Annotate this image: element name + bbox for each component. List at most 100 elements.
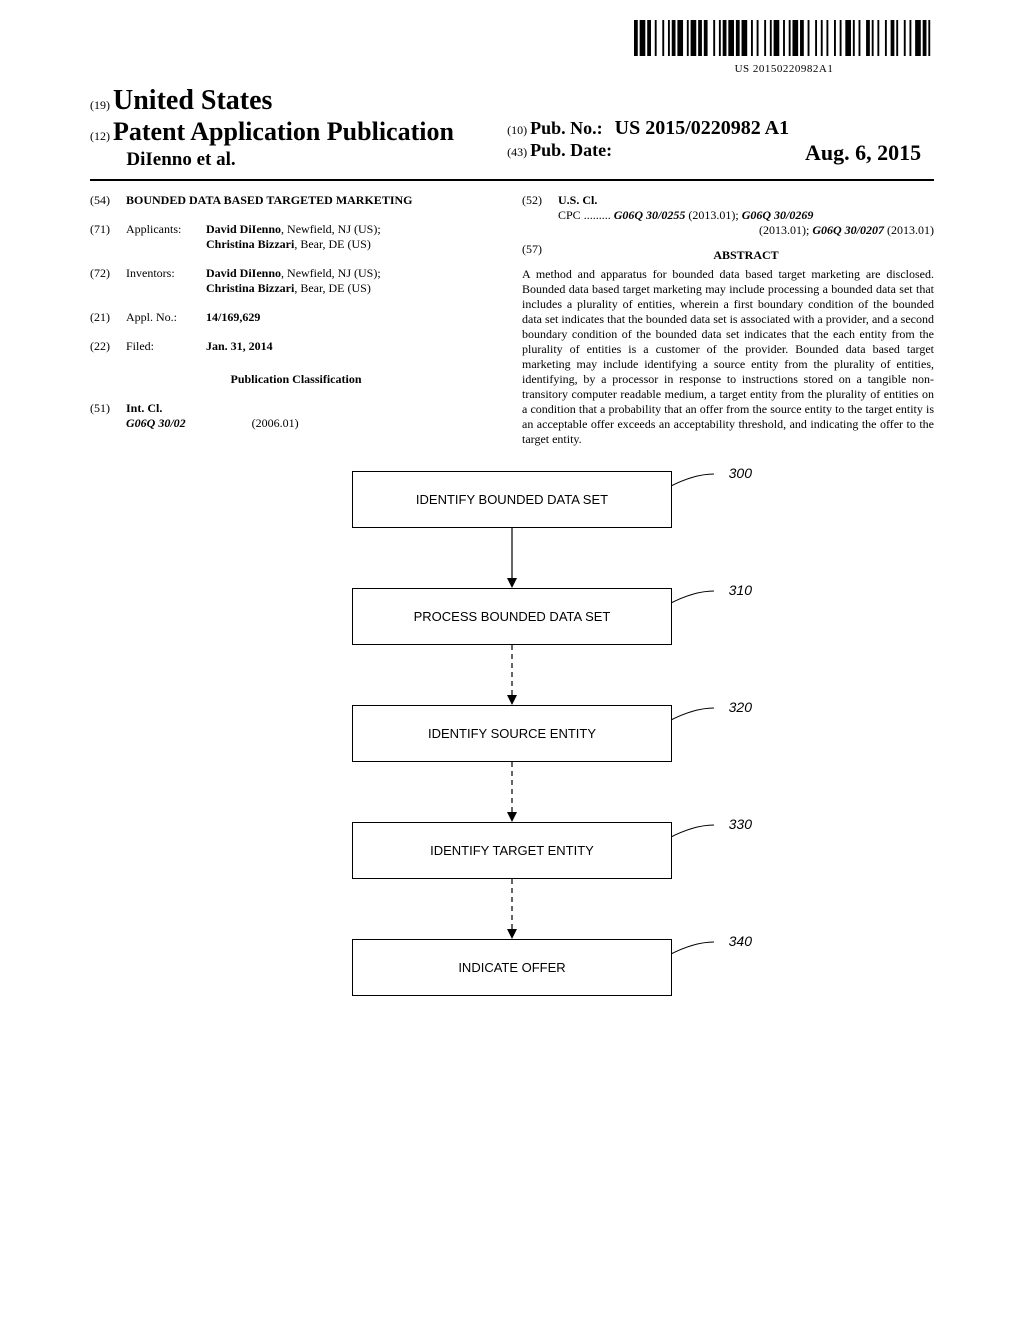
applno-label: Appl. No.: bbox=[126, 310, 206, 325]
left-column: (54) BOUNDED DATA BASED TARGETED MARKETI… bbox=[90, 193, 502, 447]
flow-connector bbox=[282, 528, 742, 588]
flow-ref-leader bbox=[664, 703, 724, 723]
cpc-line-1: CPC ......... G06Q 30/0255 (2013.01); G0… bbox=[558, 208, 934, 223]
pub-date-label: Pub. Date: bbox=[530, 140, 612, 160]
inventor-name-1: Christina Bizzari bbox=[206, 281, 294, 295]
title-code: (54) bbox=[90, 193, 126, 208]
cpc-2b: G06Q 30/0207 bbox=[812, 223, 884, 237]
flow-ref-num: 310 bbox=[729, 582, 752, 598]
inventor-loc-0: Newfield, NJ (US) bbox=[287, 266, 377, 280]
author-line: (12) DiIenno et al. bbox=[90, 149, 495, 171]
pub-no-line: (10) Pub. No.: US 2015/0220982 A1 bbox=[507, 117, 921, 140]
cpc-1a-ver: (2013.01) bbox=[688, 208, 735, 222]
applicant-loc-0: Newfield, NJ (US) bbox=[287, 222, 377, 236]
header-right: (10) Pub. No.: US 2015/0220982 A1 (43) P… bbox=[499, 85, 921, 166]
inventors-row: (72) Inventors: David DiIenno, Newfield,… bbox=[90, 266, 502, 296]
abstract-heading: ABSTRACT bbox=[558, 248, 934, 263]
pub-no-value: US 2015/0220982 A1 bbox=[615, 117, 789, 139]
barcode-svg bbox=[634, 20, 934, 56]
flow-row: 330IDENTIFY TARGET ENTITY bbox=[282, 822, 742, 879]
inventor-loc-1: Bear, DE (US) bbox=[300, 281, 371, 295]
header-rule bbox=[90, 179, 934, 181]
code-country: (19) bbox=[90, 98, 110, 112]
header-block: (19) United States (12) Patent Applicati… bbox=[90, 85, 934, 171]
authors: DiIenno et al. bbox=[126, 149, 235, 170]
applicant-name-0: David DiIenno bbox=[206, 222, 281, 236]
cpc-2b-ver: (2013.01) bbox=[887, 223, 934, 237]
abstract-block: (57) ABSTRACT A method and apparatus for… bbox=[522, 242, 934, 447]
pub-type-line: (12) Patent Application Publication bbox=[90, 117, 495, 147]
flow-ref-num: 340 bbox=[729, 933, 752, 949]
abstract-text: A method and apparatus for bounded data … bbox=[522, 267, 934, 447]
flow-ref-num: 300 bbox=[729, 465, 752, 481]
intcl-version: (2006.01) bbox=[252, 416, 299, 430]
inventors-code: (72) bbox=[90, 266, 126, 296]
code-pubdate: (43) bbox=[507, 145, 527, 159]
abstract-code: (57) bbox=[522, 242, 558, 267]
cpc-dots: ......... bbox=[581, 208, 614, 222]
barcode: US 20150220982A1 bbox=[634, 20, 934, 75]
flow-box: IDENTIFY SOURCE ENTITY bbox=[352, 705, 672, 762]
code-pubtype: (12) bbox=[90, 129, 110, 143]
flow-row: 300IDENTIFY BOUNDED DATA SET bbox=[282, 471, 742, 528]
country-line: (19) United States bbox=[90, 85, 495, 117]
uscl-code: (52) bbox=[522, 193, 558, 238]
flow-row: 320IDENTIFY SOURCE ENTITY bbox=[282, 705, 742, 762]
flow-connector bbox=[282, 762, 742, 822]
filed-value: Jan. 31, 2014 bbox=[206, 339, 502, 354]
applno-code: (21) bbox=[90, 310, 126, 325]
filed-row: (22) Filed: Jan. 31, 2014 bbox=[90, 339, 502, 354]
applno-row: (21) Appl. No.: 14/169,629 bbox=[90, 310, 502, 325]
intcl-cls: G06Q 30/02 bbox=[126, 416, 186, 430]
applicants-row: (71) Applicants: David DiIenno, Newfield… bbox=[90, 222, 502, 252]
title-row: (54) BOUNDED DATA BASED TARGETED MARKETI… bbox=[90, 193, 502, 208]
filed-label: Filed: bbox=[126, 339, 206, 354]
cpc-prefix: CPC bbox=[558, 208, 581, 222]
flowchart-area: 300IDENTIFY BOUNDED DATA SET 310 PROCESS … bbox=[90, 471, 934, 996]
intcl-label: Int. Cl. bbox=[126, 401, 162, 415]
barcode-area: US 20150220982A1 bbox=[90, 20, 934, 77]
code-pubno: (10) bbox=[507, 123, 527, 137]
flow-ref-leader bbox=[664, 586, 724, 606]
applno-value: 14/169,629 bbox=[206, 310, 502, 325]
pub-classification-heading: Publication Classification bbox=[90, 372, 502, 387]
body-columns: (54) BOUNDED DATA BASED TARGETED MARKETI… bbox=[90, 193, 934, 447]
flow-box: IDENTIFY BOUNDED DATA SET bbox=[352, 471, 672, 528]
flow-row: 340INDICATE OFFER bbox=[282, 939, 742, 996]
uscl-label: U.S. Cl. bbox=[558, 193, 934, 208]
flowchart: 300IDENTIFY BOUNDED DATA SET 310PROCESS … bbox=[282, 471, 742, 996]
country-name: United States bbox=[113, 85, 272, 116]
intcl-row: (51) Int. Cl. G06Q 30/02 (2006.01) bbox=[90, 401, 502, 431]
flow-box: INDICATE OFFER bbox=[352, 939, 672, 996]
barcode-text: US 20150220982A1 bbox=[634, 63, 934, 75]
applicant-name-1: Christina Bizzari bbox=[206, 237, 294, 251]
pub-date-line: (43) Pub. Date: Aug. 6, 2015 bbox=[507, 140, 921, 166]
patent-page: US 20150220982A1 (19) United States (12)… bbox=[0, 0, 1024, 1036]
intcl-code: (51) bbox=[90, 401, 126, 431]
cpc-line-2: (2013.01); G06Q 30/0207 (2013.01) bbox=[558, 223, 934, 238]
pub-no-label: Pub. No.: bbox=[530, 118, 603, 138]
cpc-1b: G06Q 30/0269 bbox=[742, 208, 814, 222]
inventors-content: David DiIenno, Newfield, NJ (US); Christ… bbox=[206, 266, 502, 296]
inventors-label: Inventors: bbox=[126, 266, 206, 296]
pub-date-value: Aug. 6, 2015 bbox=[805, 140, 921, 166]
applicants-label: Applicants: bbox=[126, 222, 206, 252]
pub-type: Patent Application Publication bbox=[113, 117, 454, 146]
flow-connector bbox=[282, 879, 742, 939]
flow-connector bbox=[282, 645, 742, 705]
flow-ref-leader bbox=[664, 820, 724, 840]
inventor-name-0: David DiIenno bbox=[206, 266, 281, 280]
filed-code: (22) bbox=[90, 339, 126, 354]
uscl-content: U.S. Cl. CPC ......... G06Q 30/0255 (201… bbox=[558, 193, 934, 238]
header-left: (19) United States (12) Patent Applicati… bbox=[90, 85, 495, 171]
cpc-2a-ver: (2013.01) bbox=[759, 223, 806, 237]
flow-box: IDENTIFY TARGET ENTITY bbox=[352, 822, 672, 879]
flow-ref-leader bbox=[664, 937, 724, 957]
flow-ref-num: 330 bbox=[729, 816, 752, 832]
right-column: (52) U.S. Cl. CPC ......... G06Q 30/0255… bbox=[522, 193, 934, 447]
title-text: BOUNDED DATA BASED TARGETED MARKETING bbox=[126, 193, 502, 208]
cpc-1a: G06Q 30/0255 bbox=[614, 208, 686, 222]
flow-ref-leader bbox=[664, 469, 724, 489]
flow-box: PROCESS BOUNDED DATA SET bbox=[352, 588, 672, 645]
uscl-row: (52) U.S. Cl. CPC ......... G06Q 30/0255… bbox=[522, 193, 934, 238]
